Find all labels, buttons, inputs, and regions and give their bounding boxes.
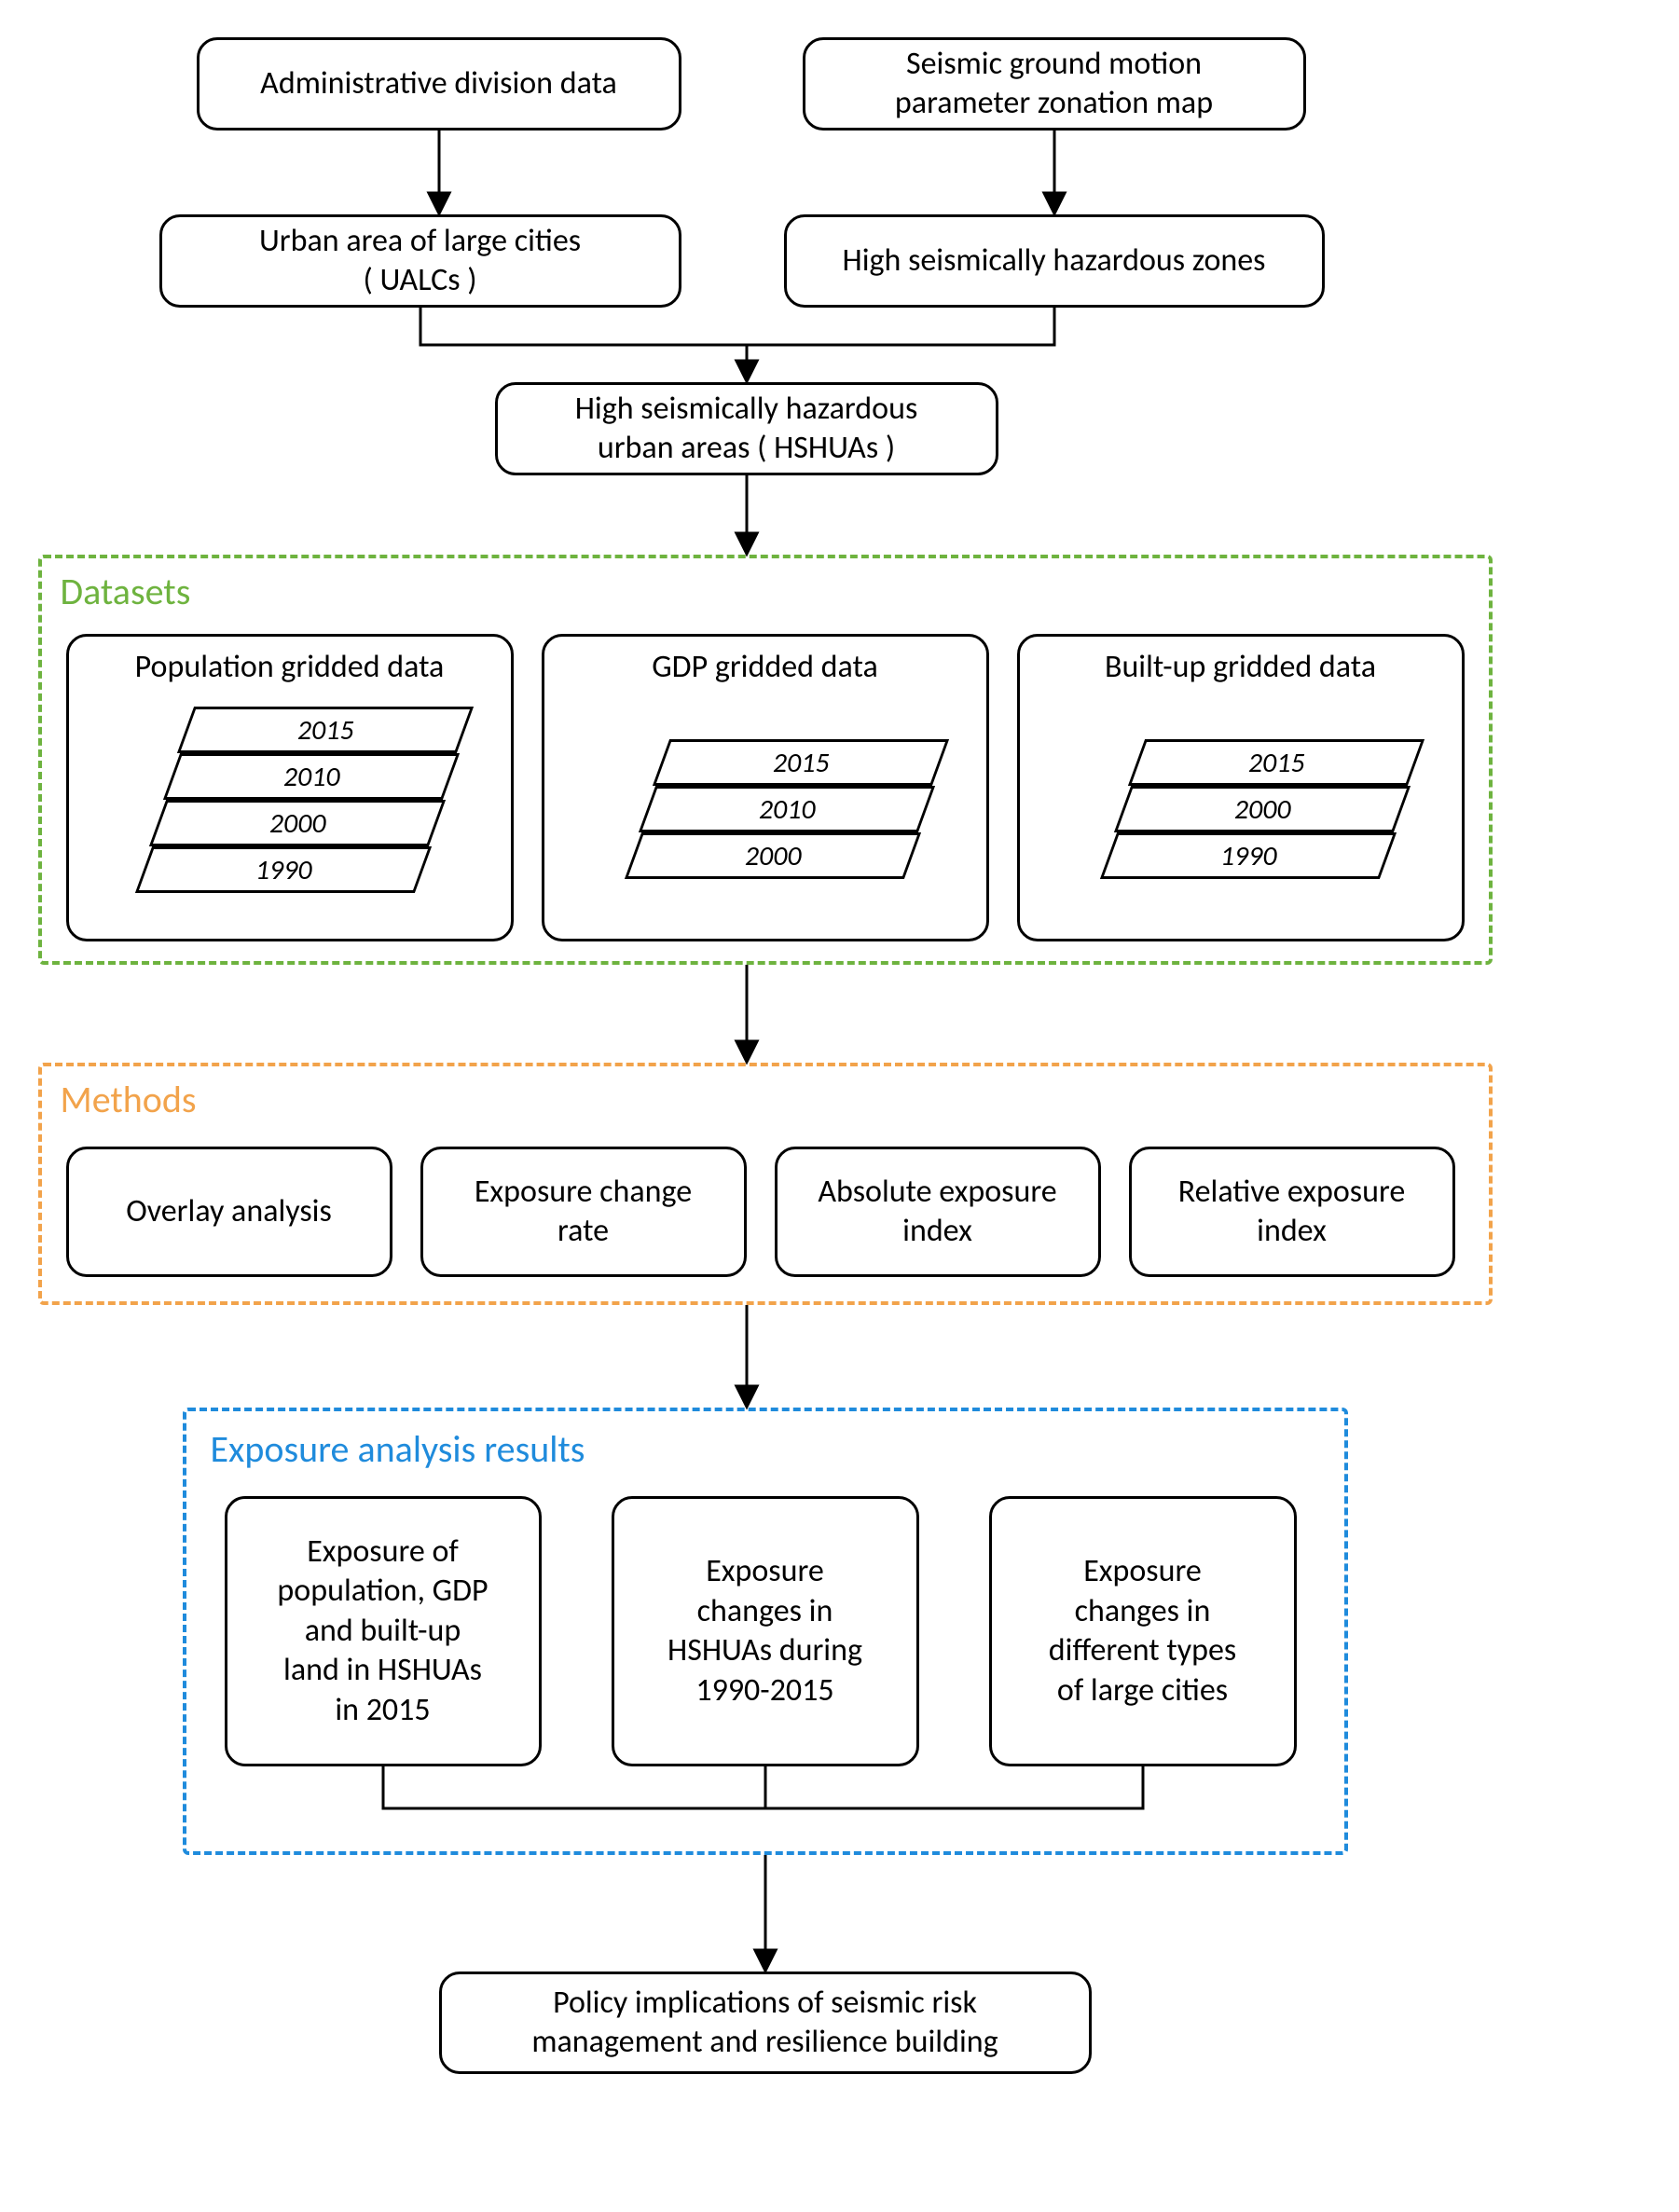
method-rel-index: Relative exposure index [1129, 1147, 1455, 1277]
node-seismic: Seismic ground motion parameter zonation… [803, 37, 1306, 131]
method-abs-index: Absolute exposure index [775, 1147, 1101, 1277]
dataset-population-title: Population gridded data [69, 648, 511, 686]
node-ualcs: Urban area of large cities ( UALCs ) [159, 214, 681, 308]
pgram-label: 2015 [1247, 746, 1304, 780]
result-changes: Exposure changes in HSHUAs during 1990-2… [612, 1496, 919, 1766]
method-change-rate-label: Exposure change rate [475, 1173, 692, 1252]
dataset-gdp: GDP gridded data 2000 2010 2015 [542, 634, 989, 941]
datasets-label: Datasets [61, 569, 191, 614]
results-label: Exposure analysis results [211, 1426, 585, 1472]
pgram-label: 2000 [744, 839, 801, 873]
pgram-label: 2015 [296, 713, 353, 748]
result-2015-label: Exposure of population, GDP and built-up… [277, 1532, 488, 1731]
node-haz: High seismically hazardous zones [784, 214, 1325, 308]
dataset-builtup-title: Built-up gridded data [1020, 648, 1462, 686]
pgram-label: 2010 [758, 792, 815, 827]
result-cities-label: Exposure changes in different types of l… [1049, 1552, 1236, 1711]
node-haz-label: High seismically hazardous zones [843, 241, 1266, 282]
node-ualcs-label: Urban area of large cities ( UALCs ) [259, 222, 581, 301]
node-policy-label: Policy implications of seismic risk mana… [531, 1984, 998, 2063]
pgram-label: 2000 [268, 806, 325, 841]
node-hshuas: High seismically hazardous urban areas (… [495, 382, 998, 475]
pgram-label: 1990 [1219, 839, 1276, 873]
methods-label: Methods [61, 1077, 197, 1122]
pgram-label: 1990 [255, 853, 311, 887]
result-cities: Exposure changes in different types of l… [989, 1496, 1297, 1766]
node-hshuas-label: High seismically hazardous urban areas (… [575, 390, 918, 469]
node-seismic-label: Seismic ground motion parameter zonation… [895, 45, 1213, 124]
result-changes-label: Exposure changes in HSHUAs during 1990-2… [667, 1552, 862, 1711]
node-admin: Administrative division data [197, 37, 681, 131]
method-rel-index-label: Relative exposure index [1178, 1173, 1406, 1252]
pgram-label: 2010 [282, 760, 339, 794]
method-overlay: Overlay analysis [66, 1147, 392, 1277]
node-admin-label: Administrative division data [260, 64, 617, 104]
dataset-gdp-title: GDP gridded data [544, 648, 986, 686]
node-policy: Policy implications of seismic risk mana… [439, 1972, 1092, 2074]
method-change-rate: Exposure change rate [420, 1147, 747, 1277]
method-overlay-label: Overlay analysis [126, 1192, 332, 1232]
flowchart-canvas: Administrative division data Seismic gro… [38, 37, 1642, 2172]
pgram-label: 2000 [1233, 792, 1290, 827]
dataset-builtup: Built-up gridded data 1990 2000 2015 [1017, 634, 1465, 941]
dataset-population: Population gridded data 1990 2000 2010 2… [66, 634, 514, 941]
pgram-label: 2015 [772, 746, 829, 780]
result-2015: Exposure of population, GDP and built-up… [225, 1496, 542, 1766]
method-abs-index-label: Absolute exposure index [818, 1173, 1056, 1252]
